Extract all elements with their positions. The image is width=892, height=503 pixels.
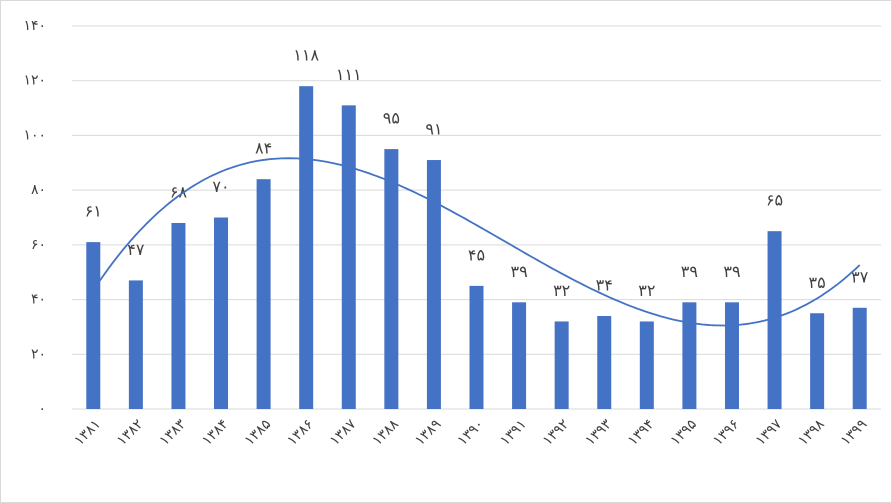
y-tick-label: ۶۰: [31, 237, 46, 253]
data-label: ۹۱: [425, 120, 442, 139]
trendline: [92, 157, 861, 327]
bar: [512, 302, 527, 409]
y-tick-label: ۴۰: [31, 292, 46, 308]
y-tick-label: ۲۰: [31, 346, 46, 362]
bar: [639, 321, 654, 409]
y-tick-label: ۱۴۰: [23, 18, 46, 34]
y-tick-label: ۸۰: [31, 182, 46, 198]
data-label: ۳۹: [681, 262, 698, 281]
y-tick-label: ۱۲۰: [23, 73, 46, 89]
data-label: ۶۱: [85, 202, 102, 221]
bar: [682, 302, 697, 409]
bar: [554, 321, 569, 409]
data-label: ۹۵: [383, 109, 400, 128]
data-label: ۱۱۱: [336, 65, 362, 84]
bar: [341, 105, 356, 409]
bar: [256, 179, 271, 409]
data-label: ۳۵: [809, 273, 826, 292]
data-label: ۷۰: [212, 177, 229, 196]
bar: [767, 231, 782, 409]
data-label: ۸۴: [255, 139, 272, 158]
data-label: ۴۷: [127, 240, 145, 259]
data-label: ۶۵: [766, 191, 783, 210]
bar: [86, 242, 101, 409]
data-label: ۳۷: [851, 267, 869, 286]
bar: [214, 217, 229, 409]
bar: [171, 222, 186, 409]
bar: [469, 285, 484, 409]
bar: [128, 280, 143, 409]
data-label: ۳۲: [553, 281, 570, 300]
y-tick-label: ۱۰۰: [23, 127, 46, 143]
data-label: ۳۲: [638, 281, 655, 300]
bar: [384, 149, 399, 409]
bar: [852, 307, 867, 409]
data-label: ۴۵: [468, 245, 485, 264]
bar: [426, 160, 441, 409]
data-label: ۳۴: [596, 275, 613, 294]
data-label: ۳۹: [510, 262, 527, 281]
bar: [810, 313, 825, 409]
data-label: ۶۸: [170, 182, 188, 201]
bar: [597, 315, 612, 409]
bar: [299, 86, 314, 409]
y-tick-label: ۰: [38, 401, 46, 417]
data-label: ۱۱۸: [293, 46, 319, 65]
data-label: ۳۹: [723, 262, 740, 281]
bar: [724, 302, 739, 409]
